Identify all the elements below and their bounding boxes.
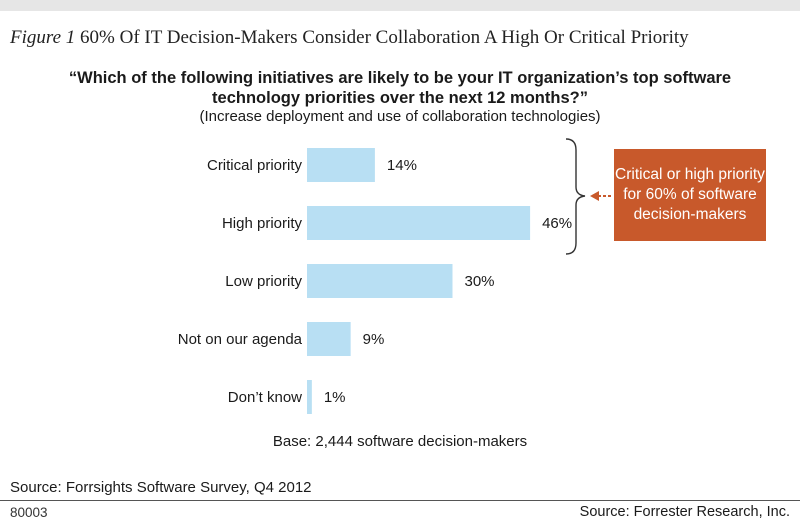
bar <box>307 264 453 298</box>
survey-subquestion: (Increase deployment and use of collabor… <box>199 108 601 125</box>
value-label: 9% <box>363 331 385 348</box>
value-label: 1% <box>324 389 346 406</box>
value-label: 30% <box>465 273 495 290</box>
bar <box>307 206 531 240</box>
callout-box: Critical or high priority for 60% of sof… <box>614 149 766 241</box>
category-label: Critical priority <box>207 157 303 174</box>
bars-group: Critical priority 14% High priority 46% Low … <box>178 148 572 414</box>
base-note: Base: 2,444 software decision-makers <box>272 433 528 450</box>
survey-question: “Which of the following initiatives are … <box>68 69 732 107</box>
bar <box>307 322 351 356</box>
bar <box>307 380 312 414</box>
bracket-brace <box>565 138 586 255</box>
value-label: 14% <box>387 157 417 174</box>
bottom-rule <box>0 500 800 501</box>
bar <box>307 148 375 182</box>
top-rule <box>0 0 800 11</box>
category-label: High priority <box>222 215 303 232</box>
callout-arrow-head <box>590 191 599 201</box>
publisher-source: Source: Forrester Research, Inc. <box>579 504 790 520</box>
figure-title-text: 60% Of IT Decision-Makers Consider Colla… <box>80 27 689 48</box>
figure-label: Figure 1 <box>10 27 76 48</box>
value-label: 46% <box>542 215 572 232</box>
category-label: Not on our agenda <box>178 331 303 348</box>
category-label: Low priority <box>225 273 302 290</box>
source-note: Source: Forrsights Software Survey, Q4 2… <box>10 479 312 496</box>
category-label: Don’t know <box>228 389 302 406</box>
figure-code: 80003 <box>10 505 48 520</box>
callout-text: Critical or high priority for 60% of sof… <box>615 166 765 223</box>
figure-title: Figure 1 60% Of IT Decision-Makers Consi… <box>10 27 689 49</box>
